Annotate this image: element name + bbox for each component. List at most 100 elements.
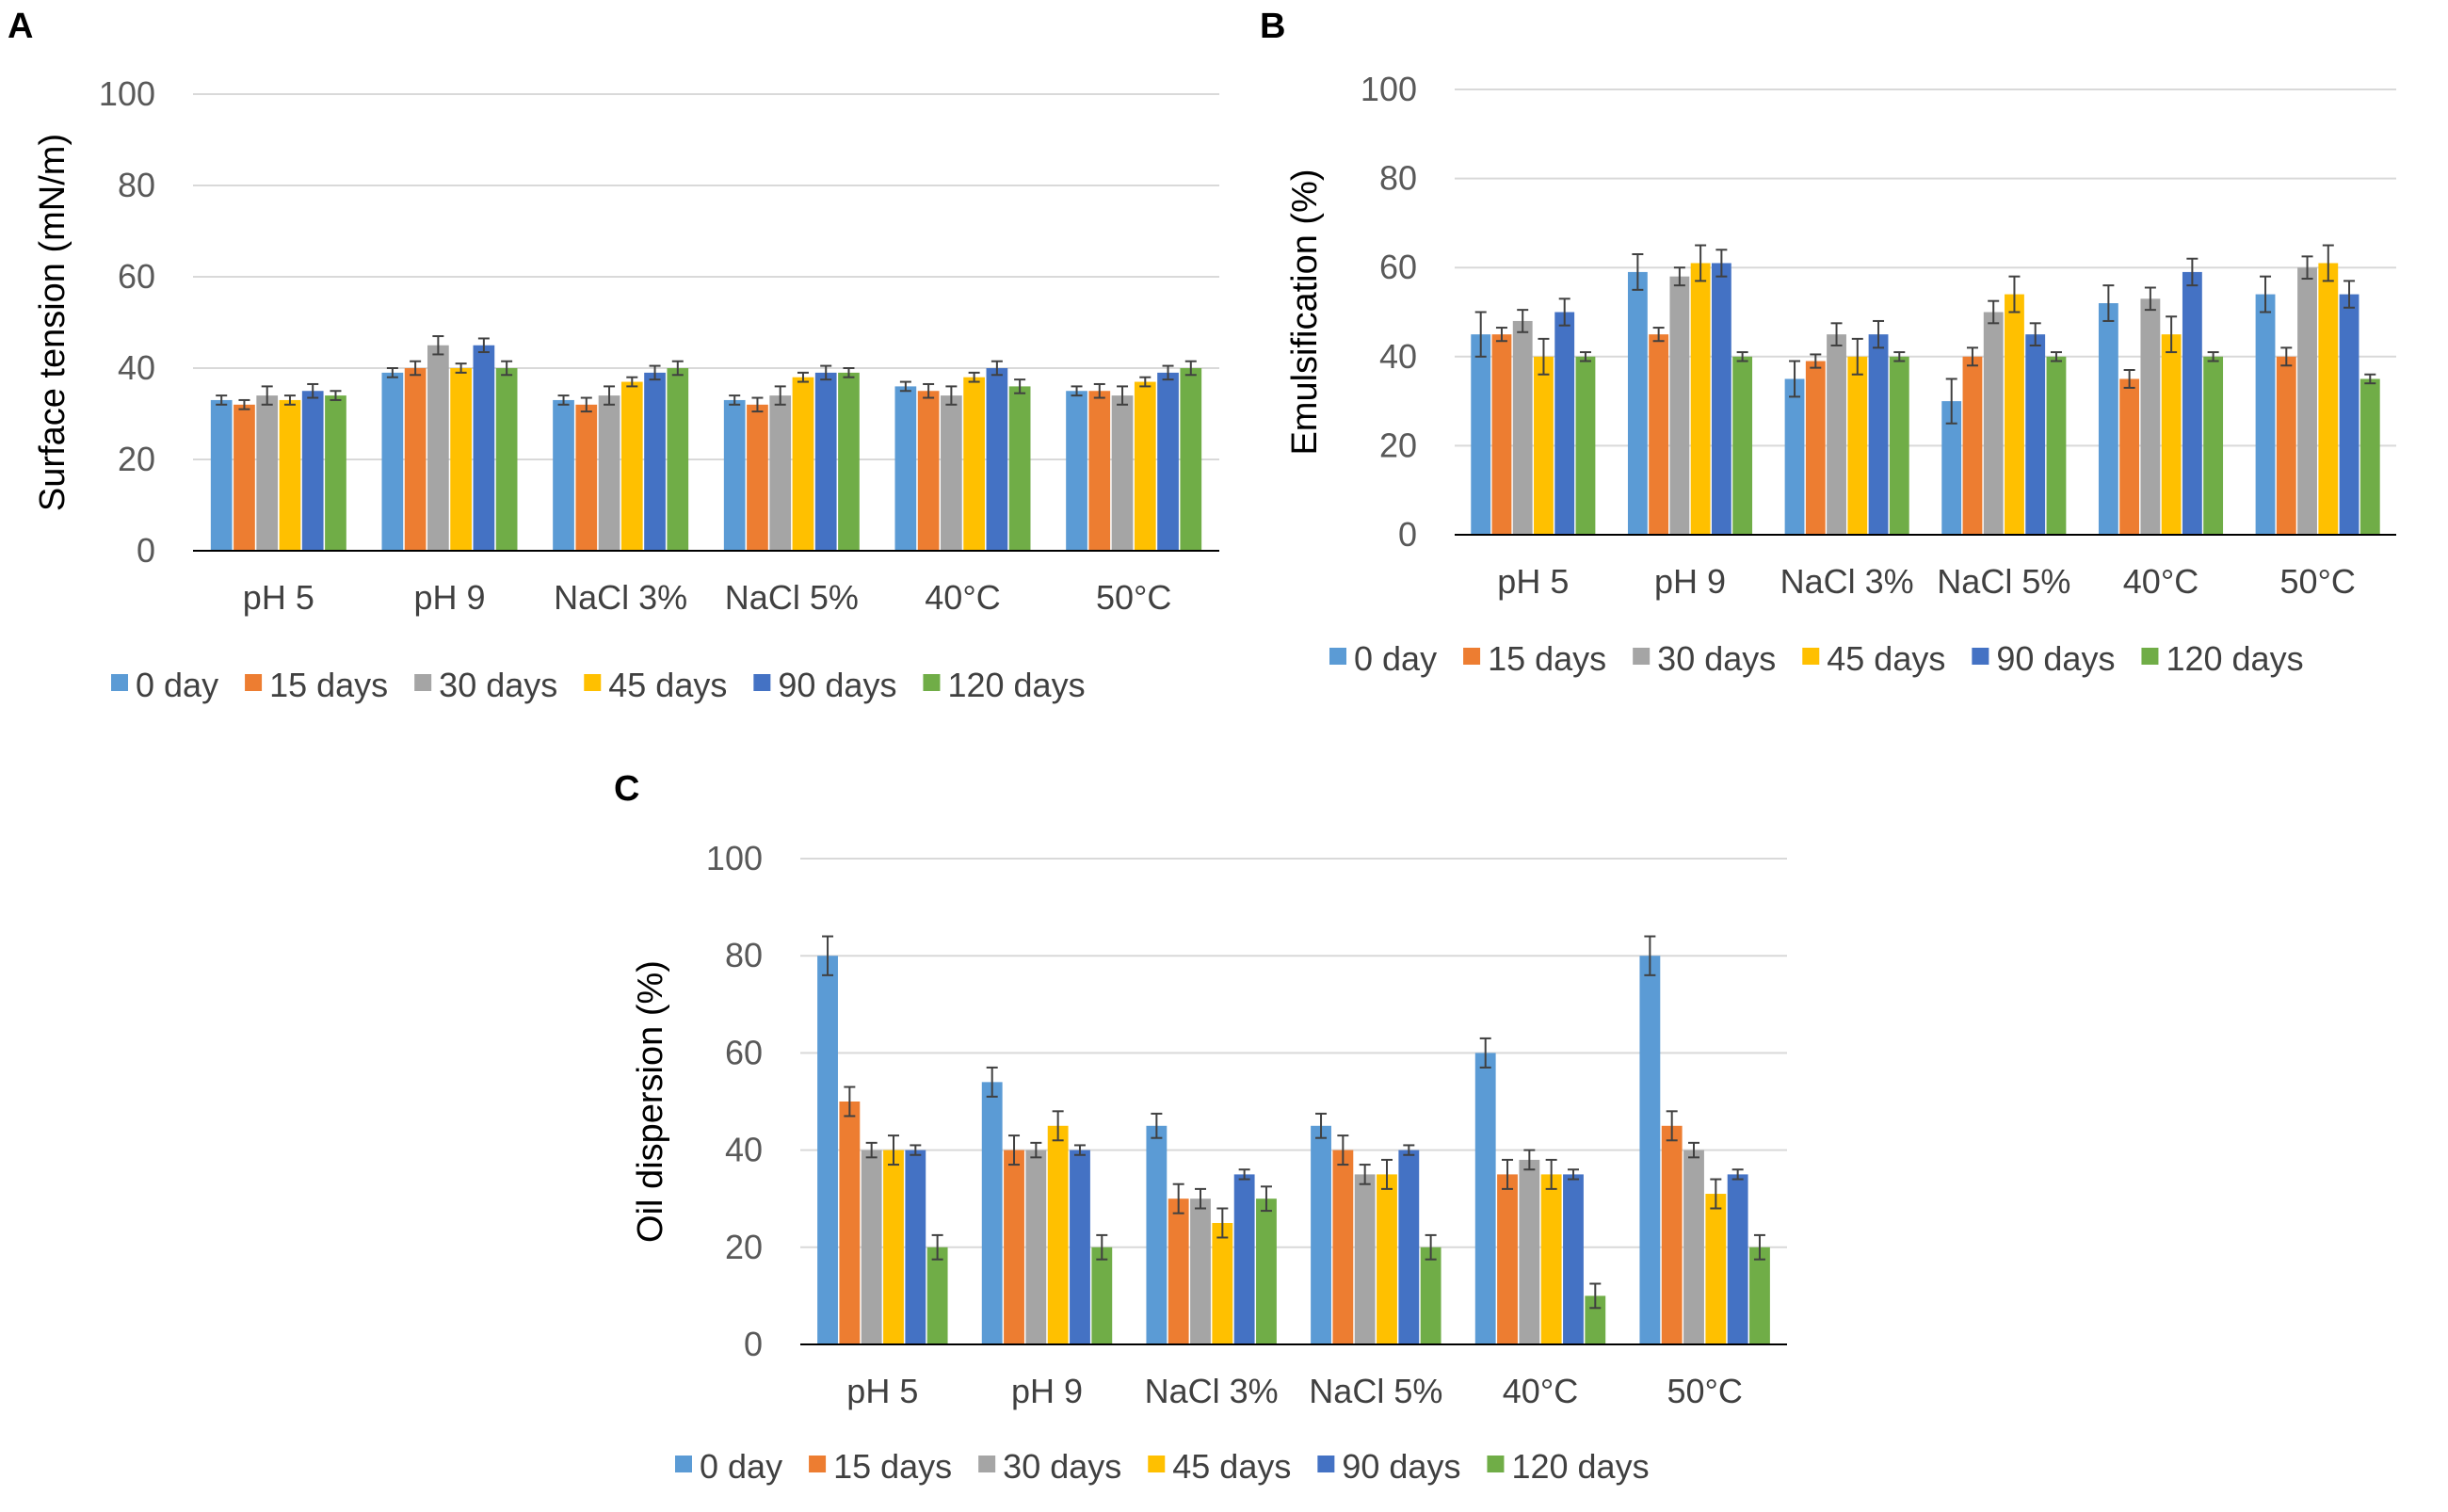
bar-c-50-degc-120-days	[1749, 1247, 1770, 1344]
x-tick-label-b-nacl-5-pct: NaCl 5%	[1937, 562, 2070, 601]
error-bar-c-ph-9-45-days	[1052, 1110, 1064, 1142]
bar-a-40-degc-45-days	[963, 377, 985, 551]
bar-b-50-degc-120-days	[2359, 378, 2380, 535]
y-tick-label-c-80: 80	[725, 936, 763, 974]
legend-b: 0 day 15 days 30 days 45 days 90 days 120 day…	[1329, 639, 2304, 678]
y-tick-label-a-100: 100	[99, 74, 155, 113]
legend-swatch-c-120-days	[1487, 1456, 1505, 1472]
panel-letter-b: B	[1260, 7, 1285, 46]
y-tick-label-a-20: 20	[118, 440, 155, 478]
bar-b-nacl-3-pct-15-days	[1805, 361, 1826, 535]
error-bar-a-ph-5-90-days	[307, 382, 319, 399]
bar-a-40-degc-0-day	[894, 386, 917, 551]
bar-c-ph-5-0-day	[817, 956, 838, 1344]
error-bar-c-40-degc-45-days	[1545, 1158, 1557, 1190]
legend-label-b-90-days: 90 days	[1996, 639, 2115, 678]
legend-swatch-c-45-days	[1148, 1456, 1166, 1472]
bar-a-nacl-5-pct-90-days	[814, 372, 837, 551]
error-bar-b-ph-5-120-days	[1579, 351, 1591, 362]
error-bar-b-nacl-3-pct-90-days	[1873, 319, 1885, 349]
error-bar-b-50-degc-30-days	[2301, 255, 2313, 281]
y-tick-label-b-40: 40	[1379, 337, 1417, 376]
bar-b-40-degc-0-day	[2098, 303, 2118, 535]
bar-b-ph-5-90-days	[1554, 312, 1575, 535]
legend-label-a-30-days: 30 days	[439, 666, 557, 704]
bar-a-nacl-5-pct-45-days	[792, 377, 814, 551]
y-tick-label-c-0: 0	[744, 1325, 763, 1363]
error-bar-a-40-degc-90-days	[990, 360, 1003, 377]
bar-a-ph-5-15-days	[234, 404, 255, 551]
error-bar-c-40-degc-120-days	[1589, 1282, 1602, 1310]
legend-label-c-30-days: 30 days	[1003, 1447, 1121, 1486]
error-bar-b-nacl-5-pct-0-day	[1945, 378, 1957, 425]
legend-swatch-c-0-day	[675, 1456, 692, 1472]
error-bar-c-nacl-3-pct-0-day	[1151, 1112, 1163, 1139]
bar-c-nacl-3-pct-120-days	[1256, 1198, 1277, 1344]
error-bar-c-50-degc-15-days	[1666, 1110, 1678, 1142]
legend-swatch-b-120-days	[2141, 648, 2159, 665]
panel-letter-a: A	[8, 7, 33, 46]
bar-a-50-degc-0-day	[1066, 391, 1087, 551]
bar-b-40-degc-30-days	[2140, 298, 2161, 535]
bar-c-40-degc-30-days	[1519, 1159, 1540, 1344]
bar-a-nacl-3-pct-45-days	[620, 381, 643, 551]
error-bar-c-ph-5-45-days	[887, 1134, 899, 1166]
y-tick-label-a-60: 60	[118, 257, 155, 296]
bar-a-ph-5-120-days	[325, 395, 346, 551]
error-bar-a-ph-5-120-days	[330, 390, 342, 401]
bar-a-ph-9-0-day	[381, 372, 404, 551]
bar-c-50-degc-15-days	[1661, 1125, 1683, 1344]
error-bar-c-nacl-3-pct-45-days	[1216, 1207, 1229, 1239]
bar-b-50-degc-45-days	[2318, 263, 2339, 535]
legend-label-a-0-day: 0 day	[136, 666, 218, 704]
bar-c-ph-9-15-days	[1004, 1150, 1024, 1344]
bar-c-40-degc-45-days	[1540, 1174, 1562, 1344]
error-bar-b-ph-5-30-days	[1517, 309, 1529, 333]
bar-c-ph-5-120-days	[926, 1247, 948, 1344]
legend-swatch-b-0-day	[1329, 648, 1346, 665]
error-bar-b-ph-5-45-days	[1538, 337, 1550, 376]
error-bar-c-ph-9-15-days	[1008, 1134, 1021, 1166]
y-tick-label-c-60: 60	[725, 1033, 763, 1071]
legend-label-c-120-days: 120 days	[1511, 1447, 1649, 1486]
error-bar-a-nacl-3-pct-30-days	[604, 385, 616, 406]
error-bar-a-ph-9-15-days	[410, 360, 422, 377]
error-bar-a-50-degc-15-days	[1093, 382, 1105, 399]
bar-b-nacl-5-pct-90-days	[2025, 334, 2046, 535]
bar-a-ph-9-30-days	[427, 345, 449, 551]
y-tick-label-a-0: 0	[137, 531, 155, 570]
legend-swatch-c-30-days	[978, 1456, 996, 1472]
bar-c-50-degc-90-days	[1727, 1174, 1748, 1344]
bar-a-ph-5-0-day	[210, 399, 233, 551]
bar-b-ph-9-90-days	[1711, 263, 1731, 535]
bar-b-ph-5-120-days	[1575, 356, 1596, 535]
bar-c-ph-9-0-day	[981, 1082, 1003, 1344]
error-bar-c-ph-9-0-day	[986, 1066, 998, 1098]
bar-b-nacl-5-pct-30-days	[1983, 312, 2004, 535]
bar-c-50-degc-0-day	[1639, 956, 1661, 1344]
error-bar-a-ph-9-0-day	[386, 367, 398, 378]
error-bar-c-nacl-3-pct-120-days	[1260, 1185, 1272, 1213]
y-tick-label-a-40: 40	[118, 348, 155, 387]
error-bar-b-ph-5-15-days	[1495, 327, 1507, 343]
bar-b-nacl-5-pct-120-days	[2046, 356, 2067, 535]
error-bar-b-ph-9-0-day	[1632, 253, 1644, 291]
error-bar-b-ph-5-0-day	[1474, 311, 1487, 358]
error-bar-c-40-degc-0-day	[1479, 1037, 1491, 1069]
bar-a-50-degc-15-days	[1088, 391, 1111, 551]
error-bar-b-nacl-3-pct-0-day	[1789, 360, 1801, 398]
x-tick-label-a-nacl-3-pct: NaCl 3%	[554, 578, 687, 617]
error-bar-c-nacl-5-pct-15-days	[1337, 1134, 1349, 1166]
legend-label-a-120-days: 120 days	[947, 666, 1085, 704]
bar-b-nacl-5-pct-15-days	[1962, 356, 1983, 535]
bar-b-50-degc-0-day	[2255, 294, 2276, 535]
legend-label-c-15-days: 15 days	[833, 1447, 952, 1486]
bar-c-ph-9-30-days	[1025, 1150, 1047, 1344]
error-bar-c-nacl-3-pct-90-days	[1238, 1168, 1250, 1181]
x-tick-label-c-50-degc: 50°C	[1667, 1372, 1742, 1410]
bar-a-nacl-5-pct-15-days	[747, 404, 768, 551]
y-tick-label-b-100: 100	[1361, 70, 1417, 108]
x-tick-label-a-50-degc: 50°C	[1096, 578, 1171, 617]
error-bar-b-ph-5-90-days	[1558, 298, 1570, 327]
